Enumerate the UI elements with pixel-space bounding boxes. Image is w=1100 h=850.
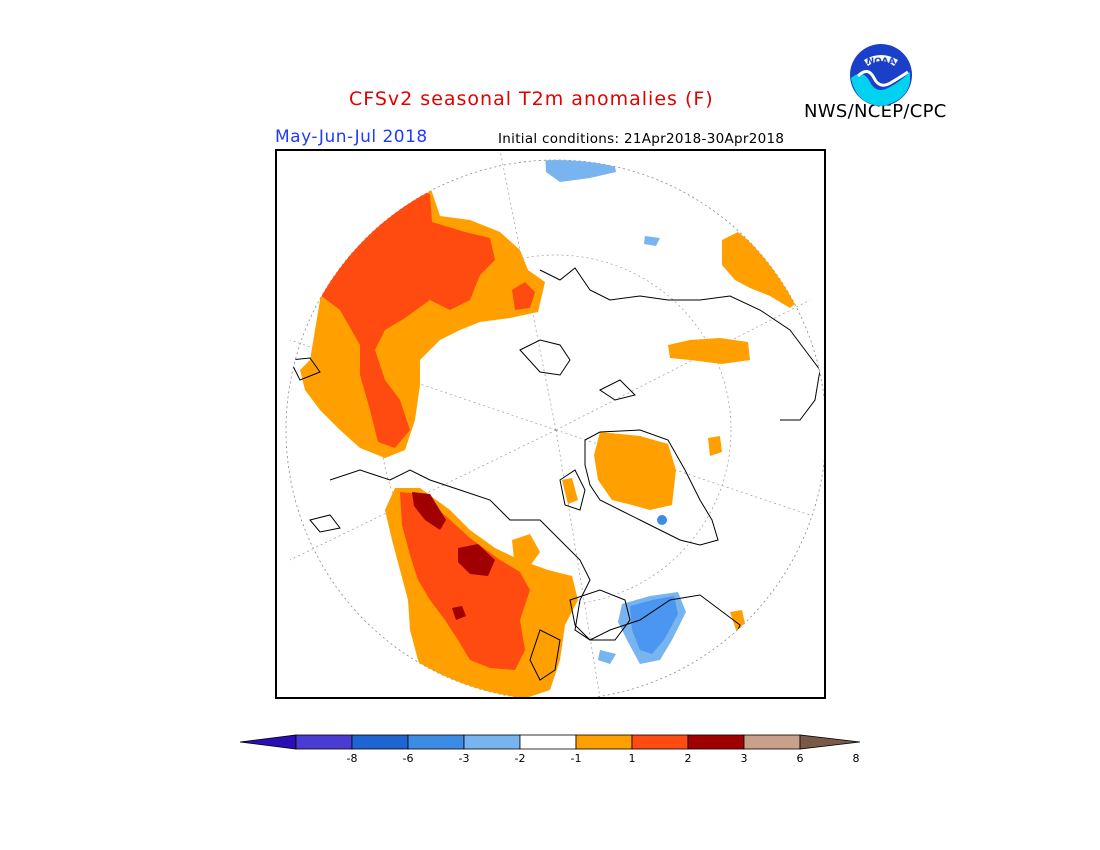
- coastline-scandinavia: [584, 429, 719, 546]
- anomaly-region-north-america-extreme-1: [412, 492, 446, 530]
- forecast-period: May-Jun-Jul 2018: [275, 127, 428, 147]
- colorbar-bin: [631, 734, 689, 750]
- colorbar-bin: [575, 734, 633, 750]
- coastlines: [289, 267, 821, 681]
- anomaly-region-cold-dot: [657, 515, 667, 525]
- anomaly-region-north-america-extreme-2: [458, 544, 495, 576]
- anomaly-region-cold-small-1: [644, 236, 660, 246]
- colorbar-tick-label: 1: [628, 752, 636, 765]
- agency-label: NWS/NCEP/CPC: [804, 101, 947, 122]
- colorbar-arrow-high: [799, 734, 861, 750]
- colorbar-tick-label: 6: [796, 752, 804, 765]
- map-frame: [275, 149, 826, 699]
- anomaly-region-canada-arctic: [305, 372, 335, 392]
- colorbar-arrow-low: [239, 734, 297, 750]
- coastline-north-america: [329, 469, 741, 661]
- anomaly-region-chukotka: [722, 232, 800, 308]
- anomaly-region-cold-europe-core: [630, 596, 678, 654]
- initial-conditions-label: Initial conditions: 21Apr2018-30Apr2018: [498, 131, 785, 147]
- anomaly-region-north-america-extreme-3: [452, 606, 466, 620]
- meridian-lines: [289, 150, 811, 698]
- anomaly-region-north-america-strong: [400, 492, 530, 670]
- noaa-logo-text: NOAA: [867, 57, 896, 67]
- anomaly-region-scandinavia: [594, 432, 676, 510]
- anomaly-region-europe-small: [562, 478, 578, 504]
- colorbar-bin: [351, 734, 409, 750]
- anomaly-region-cold-small-2: [598, 650, 616, 664]
- coastline-arctic-island: [519, 339, 571, 376]
- coastline-iceland-area: [559, 469, 586, 511]
- anomaly-region-greenland-strong: [318, 186, 495, 448]
- colorbar-bin: [295, 734, 353, 750]
- coastline-siberia: [539, 267, 821, 421]
- colorbar: [239, 734, 861, 750]
- colorbar-tick-label: 8: [852, 752, 860, 765]
- colorbar-bin: [519, 734, 577, 750]
- colorbar-tick-label: -3: [458, 752, 470, 765]
- colorbar-tick-label: -8: [346, 752, 358, 765]
- colorbar-tick-label: 2: [684, 752, 692, 765]
- coastline-aleutian: [309, 514, 341, 533]
- latitude-circle: [380, 254, 732, 606]
- coastline-svalbard: [599, 379, 636, 401]
- anomaly-region-baffin-strong: [512, 282, 535, 310]
- coastline-uk-area: [569, 589, 631, 641]
- colorbar-tick-label: -2: [514, 752, 526, 765]
- coastline-alaska-north: [289, 357, 321, 381]
- colorbar-bin: [407, 734, 465, 750]
- colorbar-tick-label: -6: [402, 752, 414, 765]
- colorbar-bin: [687, 734, 745, 750]
- anomaly-region-cold-north: [545, 160, 616, 182]
- anomaly-region-small-norway: [708, 436, 722, 456]
- colorbar-tick-label: -1: [570, 752, 582, 765]
- anomaly-region-hudson: [512, 534, 540, 566]
- coastline-hudson-east: [529, 629, 561, 681]
- noaa-logo: NOAA: [850, 44, 912, 106]
- anomaly-region-east-siberia: [668, 338, 750, 364]
- colorbar-bin: [463, 734, 521, 750]
- colorbar-tick-label: 3: [740, 752, 748, 765]
- colorbar-bin: [743, 734, 801, 750]
- map-title-text: CFSv2 seasonal T2m anomalies (F): [349, 88, 714, 110]
- anomaly-region-alaska-west: [730, 610, 746, 630]
